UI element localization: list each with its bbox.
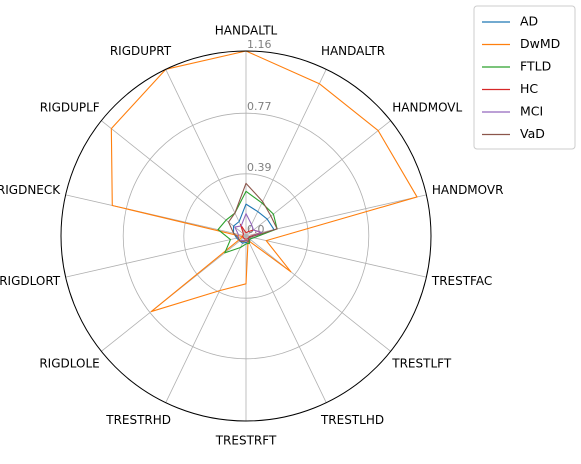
- radar-grid: [65, 51, 427, 421]
- legend-label-ad: AD: [520, 14, 538, 29]
- axis-label-trestlhd: TRESTLHD: [320, 413, 384, 427]
- series-dwmd: [110, 50, 418, 313]
- axis-label-trestfac: TRESTFAC: [431, 274, 492, 288]
- spoke-handaltr: [245, 69, 327, 237]
- series-vad: [227, 182, 278, 243]
- spoke-trestlft: [245, 235, 391, 352]
- spoke-trestfac: [245, 235, 427, 278]
- axis-label-handaltl: HANDALTL: [215, 24, 278, 38]
- legend-label-vad: VaD: [520, 126, 545, 141]
- grid-circle-1: [183, 173, 309, 299]
- axis-label-trestrhd: TRESTRHD: [105, 413, 171, 427]
- radial-tick-label: 0.39: [247, 161, 272, 174]
- polar-frame: [60, 50, 432, 422]
- spoke-trestrhd: [165, 235, 247, 403]
- spoke-rigduprt: [165, 69, 247, 237]
- series-ftld: [217, 190, 278, 254]
- grid-circle-2: [122, 112, 370, 360]
- axis-labels: HANDALTL HANDALTR HANDMOVL HANDMOVR TRESTFAC…: [0, 24, 503, 448]
- radial-tick-labels: 0.00.390.771.16: [247, 38, 272, 236]
- axis-label-rigdlort: RIGDLORT: [0, 274, 61, 288]
- series-ad: [232, 203, 275, 244]
- legend-label-hc: HC: [520, 81, 538, 96]
- legend-label-dwmd: DwMD: [520, 36, 560, 51]
- axis-label-rigdneck: RIGDNECK: [0, 183, 61, 197]
- series-lines: [110, 50, 418, 313]
- axis-label-handaltr: HANDALTR: [321, 44, 385, 58]
- legend-label-mci: MCI: [520, 104, 543, 119]
- axis-label-rigduplf: RIGDUPLF: [40, 101, 100, 115]
- legend-box: [473, 5, 576, 150]
- axis-label-handmovr: HANDMOVR: [432, 183, 504, 197]
- spoke-trestlhd: [245, 235, 327, 403]
- axis-label-handmovl: HANDMOVL: [392, 101, 462, 115]
- axis-label-rigdlole: RIGDLOLE: [39, 356, 99, 370]
- axis-label-trestrft: TRESTRFT: [215, 434, 277, 448]
- spoke-rigdlort: [65, 235, 247, 278]
- radial-tick-label: 0.77: [247, 100, 272, 113]
- legend-label-ftld: FTLD: [520, 59, 551, 74]
- spoke-rigduplf: [101, 120, 247, 237]
- radial-tick-label: 1.16: [247, 38, 272, 51]
- legend: AD DwMD FTLD HC MCI VaD: [473, 5, 576, 150]
- axis-label-trestlft: TRESTLFT: [391, 356, 452, 370]
- spoke-handmovl: [245, 120, 391, 237]
- axis-label-rigduprt: RIGDUPRT: [110, 44, 172, 58]
